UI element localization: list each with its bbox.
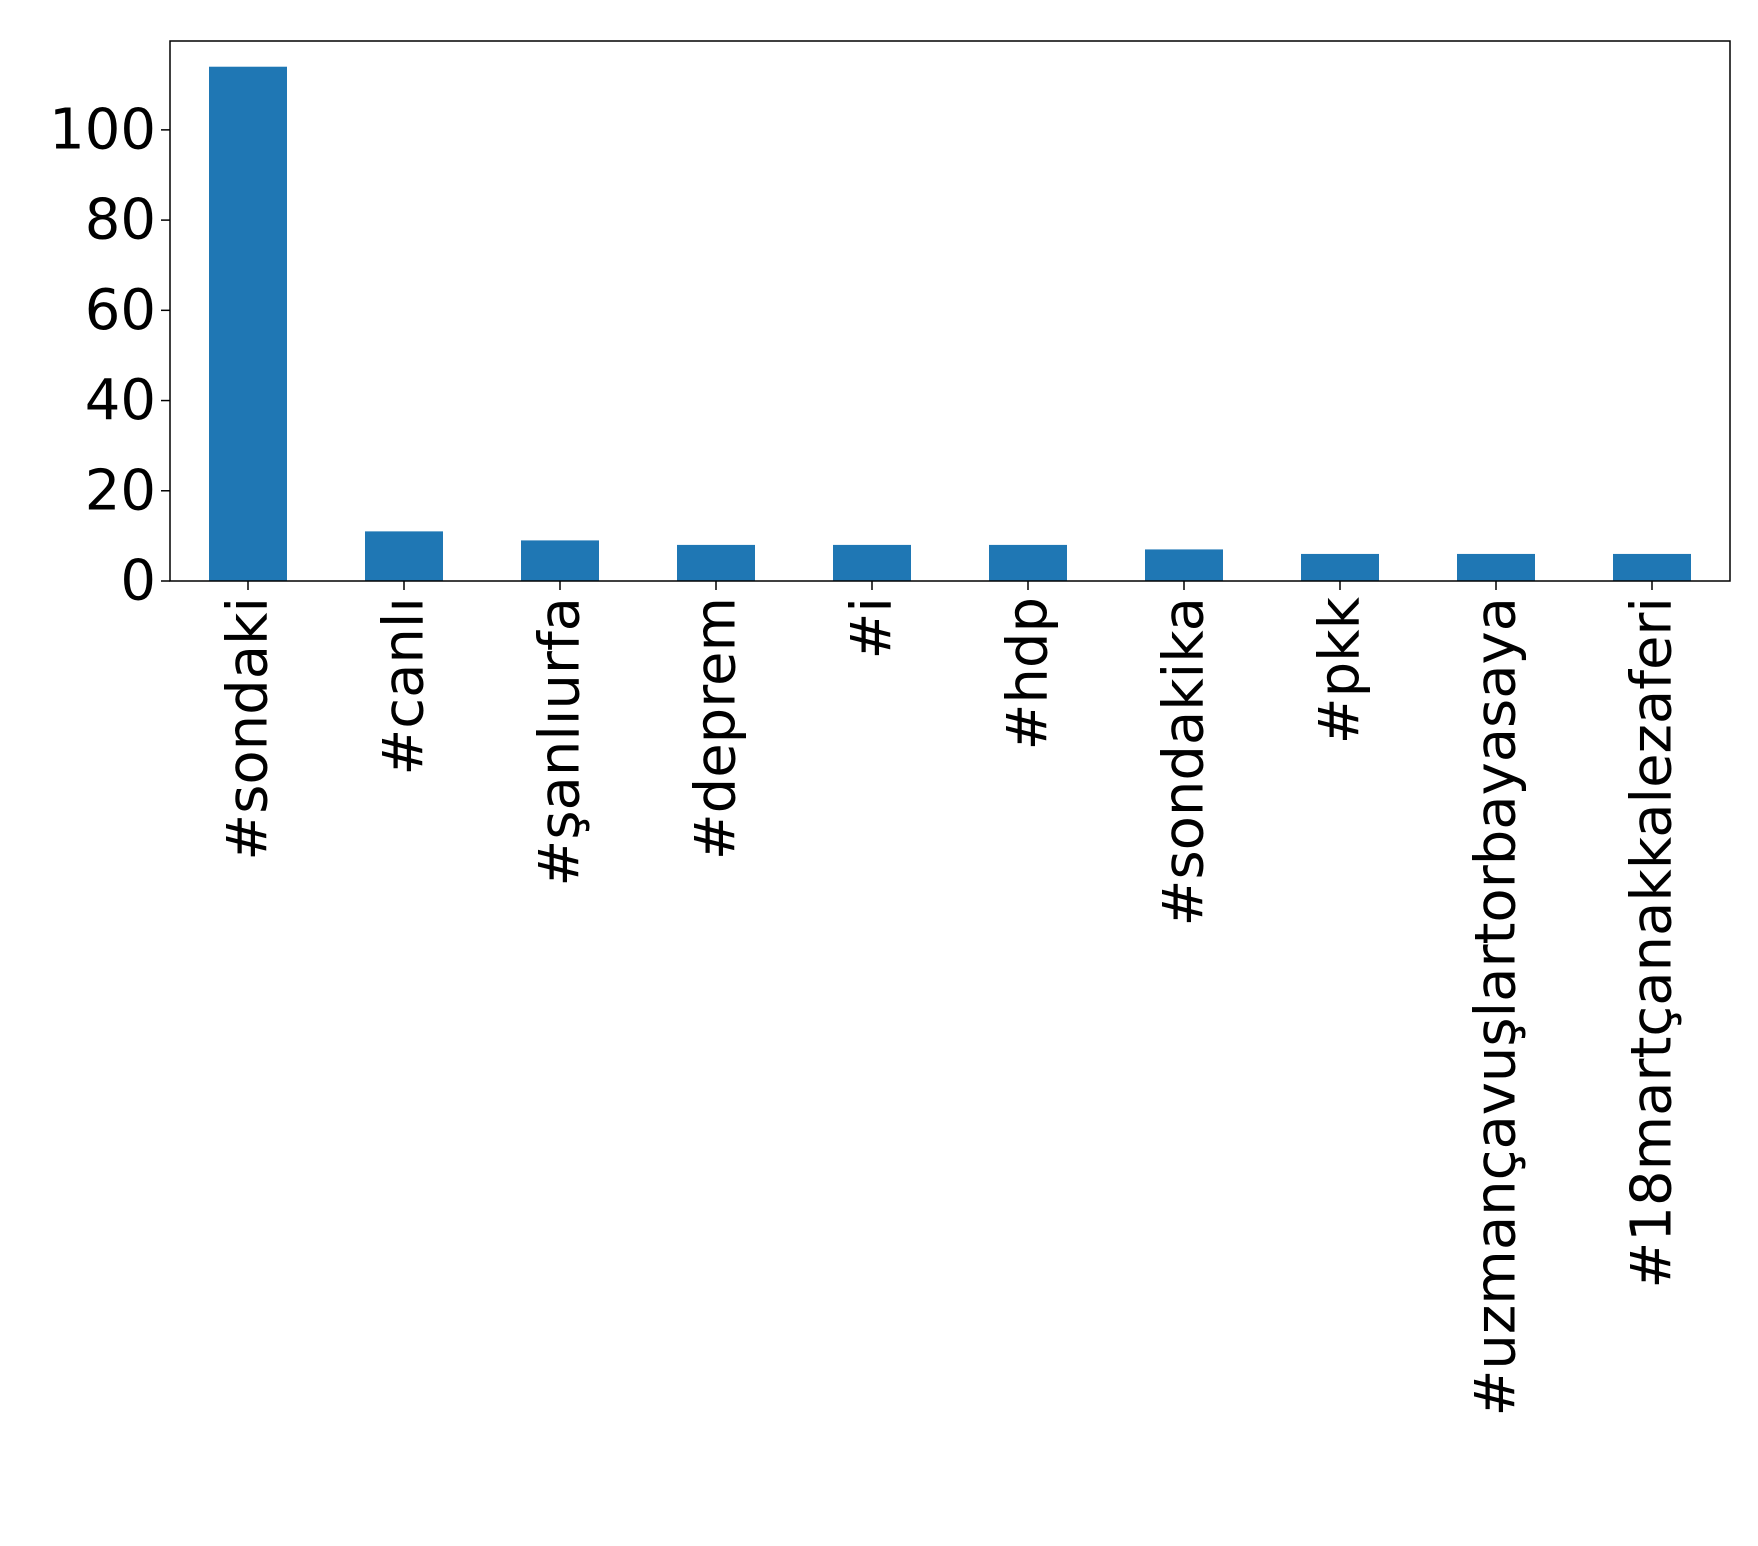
- y-tick-label: 0: [120, 549, 156, 614]
- bar-0: [209, 66, 287, 581]
- y-axis: 0 20 40 60 80 100: [49, 97, 170, 614]
- bars-layer: [209, 66, 1691, 581]
- bar-8: [1457, 553, 1535, 581]
- x-tick-label: #i: [840, 597, 905, 659]
- x-tick-label: #sondaki: [216, 597, 281, 861]
- x-tick-label: #deprem: [684, 597, 749, 860]
- x-tick-label: #18martçanakkalezaferi: [1620, 597, 1685, 1289]
- x-tick-label: #uzmançavuşlartorbayasaya: [1464, 597, 1529, 1417]
- bar-1: [365, 531, 443, 581]
- y-tick-label: 20: [85, 458, 156, 523]
- y-tick-label: 60: [85, 278, 156, 343]
- bar-4: [833, 544, 911, 581]
- x-tick-label: #şanlıurfa: [528, 597, 593, 887]
- x-axis: #sondaki #canlı #şanlıurfa #deprem #i #hdp #so…: [216, 581, 1685, 1417]
- y-tick-label: 100: [49, 97, 156, 162]
- x-tick-label: #sondakika: [1152, 597, 1217, 926]
- bar-2: [521, 540, 599, 581]
- x-tick-label: #canlı: [372, 597, 437, 776]
- bar-6: [1145, 549, 1223, 581]
- y-tick-label: 40: [85, 368, 156, 433]
- y-tick-label: 80: [85, 188, 156, 253]
- plot-frame: [169, 40, 1731, 582]
- bar-5: [989, 544, 1067, 581]
- bar-3: [677, 544, 755, 581]
- bar-7: [1301, 553, 1379, 581]
- x-tick-label: #pkk: [1308, 596, 1373, 744]
- x-tick-label: #hdp: [996, 597, 1061, 751]
- bar-9: [1613, 553, 1691, 581]
